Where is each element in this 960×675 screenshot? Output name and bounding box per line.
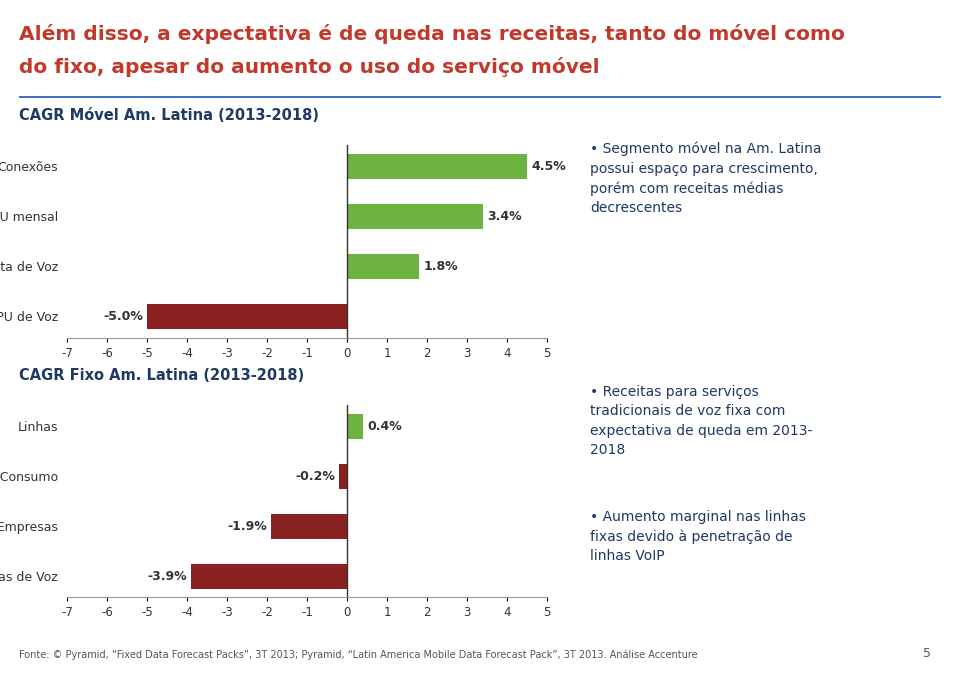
Bar [271,514,348,539]
Bar [348,254,420,279]
Bar [348,204,483,229]
Text: Fonte: © Pyramid, “Fixed Data Forecast Packs”, 3T 2013; Pyramid, “Latin America : Fonte: © Pyramid, “Fixed Data Forecast P… [19,649,698,660]
Bar [147,304,348,329]
Text: -3.9%: -3.9% [148,570,187,583]
Text: • Aumento marginal nas linhas
fixas devido à penetração de
linhas VoIP: • Aumento marginal nas linhas fixas devi… [590,510,806,564]
Text: • Receitas para serviços
tradicionais de voz fixa com
expectativa de queda em 20: • Receitas para serviços tradicionais de… [590,385,813,457]
Text: do fixo, apesar do aumento o uso do serviço móvel: do fixo, apesar do aumento o uso do serv… [19,57,600,78]
Text: Além disso, a expectativa é de queda nas receitas, tanto do móvel como: Além disso, a expectativa é de queda nas… [19,24,845,44]
Bar [339,464,348,489]
Text: -5.0%: -5.0% [104,310,143,323]
Text: 1.8%: 1.8% [423,260,458,273]
Text: CAGR Móvel Am. Latina (2013-2018): CAGR Móvel Am. Latina (2013-2018) [19,108,319,123]
Text: • Segmento móvel na Am. Latina
possui espaço para crescimento,
porém com receita: • Segmento móvel na Am. Latina possui es… [590,142,822,215]
Text: -1.9%: -1.9% [228,520,267,533]
Text: 0.4%: 0.4% [367,420,402,433]
Text: 3.4%: 3.4% [487,210,522,223]
Text: 5: 5 [924,647,931,660]
Text: CAGR Fixo Am. Latina (2013-2018): CAGR Fixo Am. Latina (2013-2018) [19,368,304,383]
Text: 4.5%: 4.5% [531,160,566,173]
Text: -0.2%: -0.2% [296,470,335,483]
Bar [348,154,527,179]
Bar [348,414,363,439]
Bar [191,564,348,589]
